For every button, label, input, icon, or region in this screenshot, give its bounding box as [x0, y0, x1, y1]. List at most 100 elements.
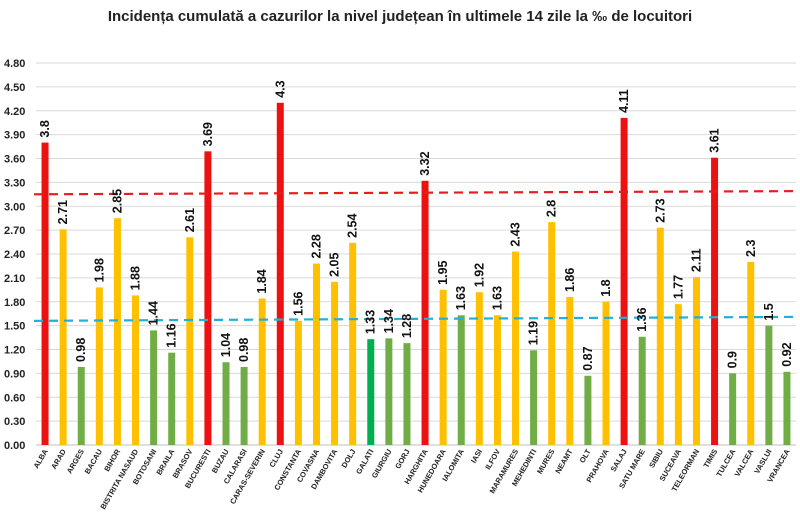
bar-ilfov	[493, 315, 501, 445]
category-label: NEAMT	[553, 447, 574, 475]
bar-olt	[584, 375, 592, 445]
data-label: 1.63	[454, 286, 468, 310]
data-label: 3.69	[201, 122, 215, 146]
data-label: 2.3	[744, 240, 758, 257]
bar-vrancea	[783, 371, 791, 445]
y-tick-label: 2.10	[4, 273, 25, 285]
bar-mehedinti	[530, 350, 538, 445]
bar-maramures	[512, 251, 520, 445]
bar-covasna	[312, 263, 320, 445]
data-labels: 3.8 2.71 0.98 1.98 2.85 1.88 1.44 1.16 2.61 3.69 1…	[38, 80, 794, 370]
bar-alba	[41, 142, 49, 446]
bar-bucuresti	[204, 151, 212, 445]
bar-botosani	[150, 330, 158, 445]
bar-timis	[711, 157, 719, 445]
category-label: IASI	[469, 448, 484, 465]
bar-salaj	[620, 117, 628, 445]
bar-cluj	[276, 102, 284, 446]
category-label: ILFOV	[483, 448, 502, 472]
data-label: 1.5	[762, 303, 776, 320]
data-label: 1.19	[527, 321, 541, 345]
data-label: 1.77	[671, 275, 685, 299]
data-label: 1.98	[92, 258, 106, 282]
bars	[41, 102, 791, 446]
bar-gorj	[403, 343, 411, 445]
data-label: 1.16	[165, 323, 179, 347]
data-label: 1.34	[382, 309, 396, 333]
y-tick-label: 4.50	[4, 82, 25, 94]
category-label: GORJ	[393, 448, 411, 471]
data-label: 2.05	[328, 252, 342, 276]
bar-dolj	[349, 242, 357, 445]
data-label: 1.44	[147, 301, 161, 325]
y-tick-label: 3.90	[4, 130, 25, 142]
bar-teleorman	[692, 277, 700, 445]
data-label: 1.28	[400, 314, 414, 338]
data-label: 3.61	[708, 128, 722, 152]
chart-title: Incidența cumulată a cazurilor la nivel …	[107, 8, 693, 25]
y-tick-label: 1.20	[4, 345, 25, 357]
data-label: 1.84	[255, 269, 269, 293]
data-label: 2.73	[653, 198, 667, 222]
y-tick-label: 0.90	[4, 368, 25, 380]
bar-harghita	[421, 180, 429, 446]
data-label: 4.3	[273, 80, 287, 97]
data-label: 4.11	[617, 89, 631, 113]
y-tick-label: 2.70	[4, 225, 25, 237]
y-tick-label: 2.40	[4, 249, 25, 261]
bar-brasov	[186, 237, 194, 445]
data-label: 3.8	[38, 120, 52, 137]
reference-line-blue	[33, 315, 797, 322]
bar-bihor	[113, 218, 121, 445]
category-label: ALBA	[32, 447, 51, 470]
bar-bistrita-nasaud	[132, 295, 140, 445]
bar-galati	[367, 339, 375, 445]
data-label: 1.63	[490, 286, 504, 310]
data-label: 1.8	[599, 279, 613, 296]
y-tick-label: 1.80	[4, 297, 25, 309]
bar-calarasi	[240, 367, 248, 445]
category-label: BACAU	[83, 448, 104, 476]
data-label: 3.32	[418, 151, 432, 175]
bar-constanta	[294, 320, 302, 445]
data-label: 1.04	[219, 333, 233, 357]
data-label: 0.9	[726, 351, 740, 368]
bar-neamt	[566, 296, 574, 445]
data-label: 0.98	[237, 338, 251, 362]
y-tick-label: 0.30	[4, 416, 25, 428]
bar-dambovita	[331, 281, 339, 445]
category-label: TIMIS	[702, 448, 720, 470]
bar-arad	[59, 229, 67, 445]
category-label: ARAD	[49, 447, 68, 471]
y-tick-label: 0.60	[4, 392, 25, 404]
y-tick-label: 3.00	[4, 201, 25, 213]
data-label: 2.71	[56, 200, 70, 224]
bar-satu-mare	[638, 336, 646, 445]
y-tick-label: 4.80	[4, 58, 25, 70]
bar-ialomita	[457, 315, 465, 445]
y-axis-ticks: 0.00 0.30 0.60 0.90 1.20 1.50 1.80 2.10 2.40 2.70…	[4, 58, 25, 452]
bar-giurgiu	[385, 338, 393, 445]
data-label: 2.11	[689, 248, 703, 272]
bar-arges	[77, 367, 85, 445]
category-label: SIBIU	[647, 448, 665, 470]
bar-buzau	[222, 362, 230, 445]
bar-mures	[548, 222, 556, 445]
data-label: 2.85	[110, 189, 124, 213]
data-label: 2.61	[183, 208, 197, 232]
bar-hunedoara	[439, 289, 447, 445]
data-label: 1.88	[129, 266, 143, 290]
data-label: 0.92	[780, 342, 794, 366]
data-label: 1.56	[291, 291, 305, 315]
data-label: 2.28	[309, 234, 323, 258]
data-label: 2.8	[545, 200, 559, 217]
bar-vaslui	[765, 325, 773, 445]
data-label: 0.98	[74, 338, 88, 362]
data-label: 1.86	[563, 268, 577, 292]
reference-lines	[33, 190, 797, 322]
bar-bacau	[95, 287, 103, 445]
data-label: 1.92	[472, 263, 486, 287]
category-label: CLUJ	[267, 448, 285, 469]
category-label: DOLJ	[340, 448, 358, 470]
